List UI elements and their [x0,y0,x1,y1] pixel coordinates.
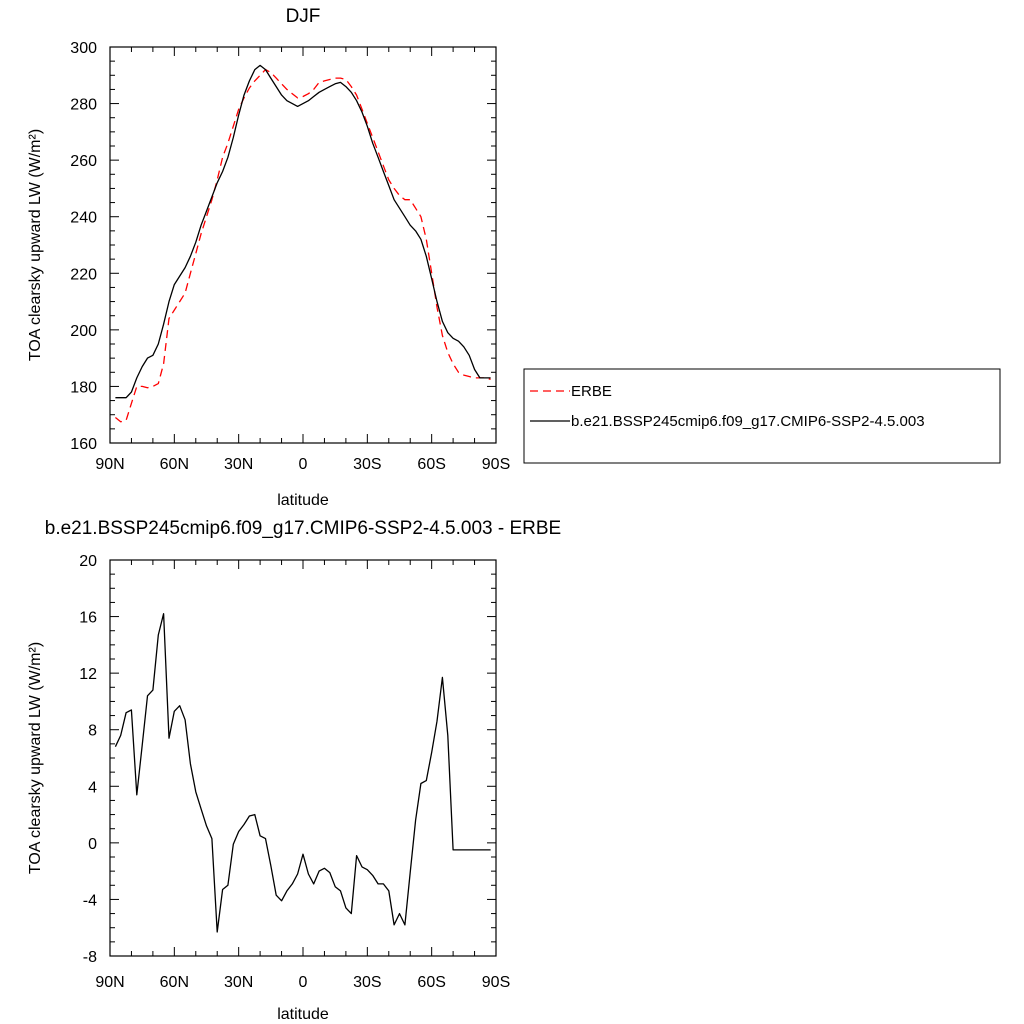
x-tick-label: 90S [482,456,510,473]
legend: ERBE b.e21.BSSP245cmip6.f09_g17.CMIP6-SSP… [523,368,1001,464]
x-tick-label: 60S [417,456,445,473]
y-tick-label: 16 [79,610,97,627]
x-tick-label: 0 [299,974,308,991]
x-axis-label: latitude [277,1006,329,1023]
x-axis-label: latitude [277,492,329,509]
x-tick-label: 90N [95,974,124,991]
series-line-erbe [114,68,491,423]
plot-frame [109,559,497,957]
y-axis-label: TOA clearsky upward LW (W/m²) [27,642,44,874]
legend-box [523,368,1001,464]
x-tick-label: 30S [353,974,381,991]
y-axis-label: TOA clearsky upward LW (W/m²) [27,129,44,361]
chart-title: b.e21.BSSP245cmip6.f09_g17.CMIP6-SSP2-4.… [45,518,561,539]
x-tick-label: 30N [224,974,253,991]
y-tick-label: 4 [88,779,97,796]
y-tick-label: 200 [70,323,97,340]
y-tick-label: 12 [79,666,97,683]
y-tick-label: 160 [70,436,97,453]
y-tick-label: 8 [88,723,97,740]
chart-title: DJF [286,6,321,27]
x-tick-label: 0 [299,456,308,473]
legend-entry-label: b.e21.BSSP245cmip6.f09_g17.CMIP6-SSP2-4.… [571,413,925,430]
x-tick-label: 30S [353,456,381,473]
x-tick-label: 90S [482,974,510,991]
x-tick-label: 60S [417,974,445,991]
chart-panel-2: b.e21.BSSP245cmip6.f09_g17.CMIP6-SSP2-4.… [27,518,561,1023]
legend-entry-label: ERBE [571,383,612,400]
y-tick-label: 0 [88,836,97,853]
y-tick-label: 20 [79,553,97,570]
x-tick-label: 60N [160,974,189,991]
y-tick-label: 260 [70,153,97,170]
chart-panel-1: DJF 90N 60N 30N 0 30S 60S 90S 160 180 200 220 240 260… [27,6,1001,509]
x-tick-label: 60N [160,456,189,473]
y-tick-label: 180 [70,379,97,396]
y-tick-label: -4 [83,892,97,909]
series-line-difference [114,613,491,933]
series-line-b-e21-bssp245cmip6-f09-g17-cmip6-ssp2-4-5-003 [115,64,491,399]
y-tick-label: 240 [70,210,97,227]
x-tick-label: 30N [224,456,253,473]
x-tick-label: 90N [95,456,124,473]
y-tick-label: 280 [70,97,97,114]
plot-frame [109,46,497,444]
y-tick-label: -8 [83,949,97,966]
y-tick-label: 220 [70,266,97,283]
y-tick-label: 300 [70,40,97,57]
